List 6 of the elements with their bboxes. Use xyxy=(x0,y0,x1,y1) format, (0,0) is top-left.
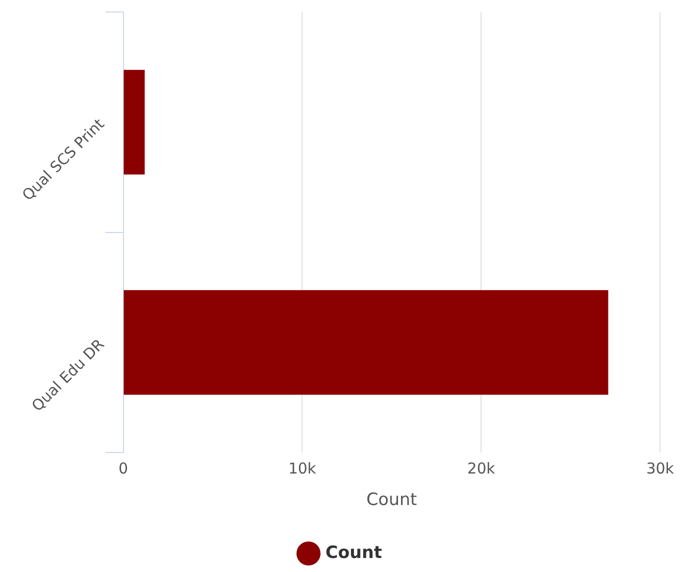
x-tick-label: 0 xyxy=(118,459,128,478)
x-tick-label: 30k xyxy=(646,459,674,478)
x-tick-label: 10k xyxy=(288,459,316,478)
x-axis-title: Count xyxy=(366,490,418,510)
x-tick-label: 20k xyxy=(467,459,496,478)
legend-label: Count xyxy=(326,542,382,563)
